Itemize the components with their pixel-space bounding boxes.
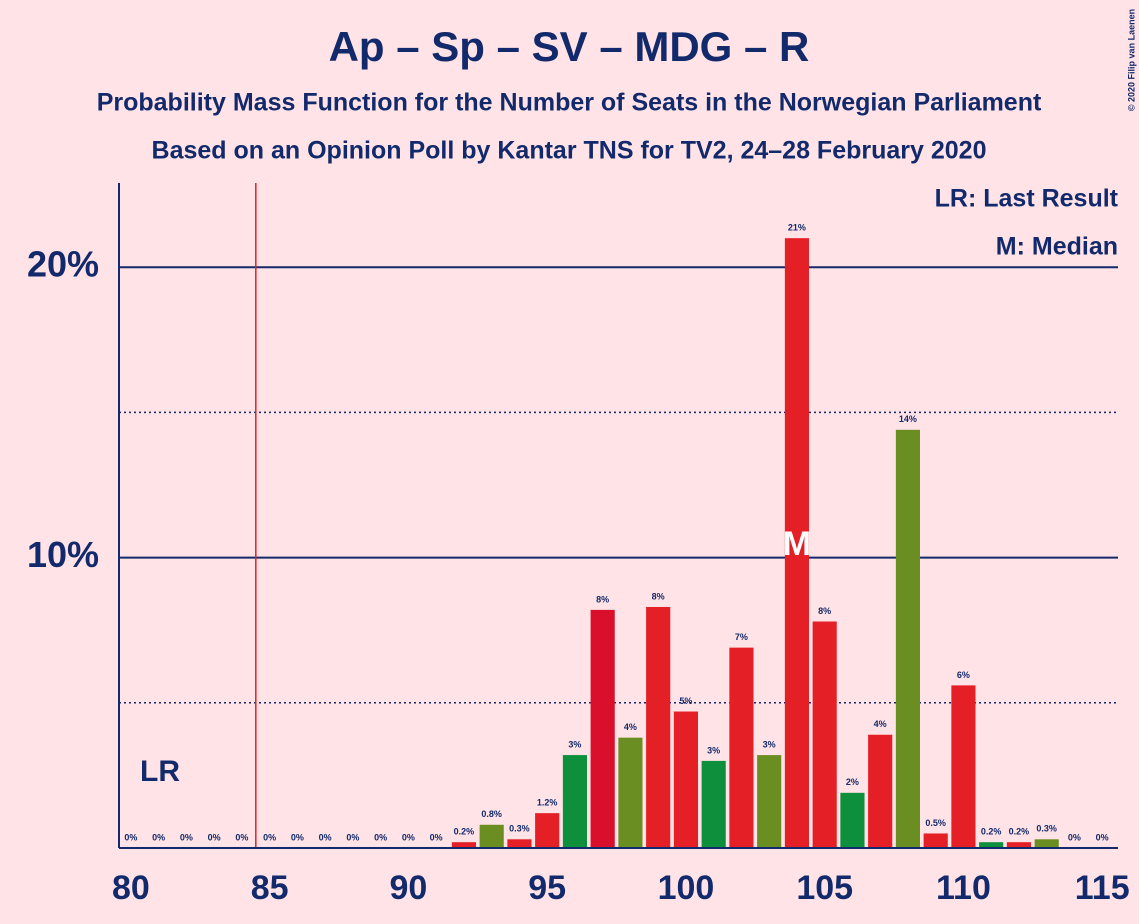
value-label: 4% xyxy=(874,719,887,729)
bar xyxy=(729,647,754,848)
value-label: 3% xyxy=(568,739,581,749)
bar xyxy=(979,842,1004,848)
x-tick-label: 110 xyxy=(936,869,991,907)
last-result-label: LR xyxy=(140,755,180,788)
value-label: 0.2% xyxy=(454,827,475,837)
bar xyxy=(646,606,671,848)
y-tick-label: 20% xyxy=(27,244,99,285)
x-tick-label: 105 xyxy=(796,869,853,907)
value-label: 1.2% xyxy=(537,798,558,808)
bar xyxy=(673,711,699,848)
x-tick-label: 115 xyxy=(1075,869,1130,907)
bar xyxy=(868,734,893,848)
value-label: 0% xyxy=(346,832,359,842)
value-label: 0% xyxy=(208,832,221,842)
value-label: 0.8% xyxy=(481,809,502,819)
value-label: 6% xyxy=(957,670,970,680)
bar xyxy=(895,429,921,848)
value-label: 0.2% xyxy=(981,827,1002,837)
chart-subtitle: Based on an Opinion Poll by Kantar TNS f… xyxy=(152,137,987,165)
value-label: 21% xyxy=(788,223,806,233)
bar xyxy=(507,839,532,848)
value-label: 0% xyxy=(124,832,137,842)
value-label: 0.3% xyxy=(1036,824,1057,834)
bar xyxy=(840,792,865,848)
bar xyxy=(451,842,477,848)
chart-title: Ap – Sp – SV – MDG – R xyxy=(329,23,810,70)
x-tick-label: 95 xyxy=(528,869,566,907)
chart-subtitle: Probability Mass Function for the Number… xyxy=(97,89,1042,117)
legend-entry: M: Median xyxy=(996,233,1118,261)
bar xyxy=(757,755,782,848)
x-tick-label: 90 xyxy=(390,869,428,907)
value-label: 0% xyxy=(1096,832,1109,842)
value-label: 0% xyxy=(180,832,193,842)
value-label: 0% xyxy=(430,832,443,842)
bar xyxy=(535,813,560,848)
median-label: M xyxy=(783,525,811,563)
value-label: 7% xyxy=(735,632,748,642)
x-tick-label: 85 xyxy=(251,869,289,907)
value-label: 0% xyxy=(152,832,165,842)
bar xyxy=(812,621,837,848)
value-label: 2% xyxy=(846,777,859,787)
value-label: 14% xyxy=(899,414,917,424)
y-tick-label: 10% xyxy=(27,534,99,575)
value-label: 0% xyxy=(319,832,332,842)
bar xyxy=(701,760,726,848)
value-label: 5% xyxy=(679,696,692,706)
bar xyxy=(951,685,976,848)
value-label: 4% xyxy=(624,722,637,732)
value-label: 0% xyxy=(1068,832,1081,842)
x-tick-label: 100 xyxy=(658,869,715,907)
bar xyxy=(1034,839,1059,848)
value-label: 8% xyxy=(652,591,665,601)
value-label: 0% xyxy=(235,832,248,842)
value-label: 0.3% xyxy=(509,824,530,834)
value-label: 8% xyxy=(596,594,609,604)
value-label: 0.2% xyxy=(1009,827,1030,837)
bar xyxy=(562,755,588,848)
value-label: 0% xyxy=(402,832,415,842)
bar xyxy=(618,737,643,848)
value-label: 8% xyxy=(818,606,831,616)
bar xyxy=(923,833,948,848)
value-label: 3% xyxy=(707,745,720,755)
bar xyxy=(784,238,810,848)
bar xyxy=(1006,842,1032,848)
legend-entry: LR: Last Result xyxy=(935,185,1119,213)
value-label: 0% xyxy=(291,832,304,842)
bar xyxy=(590,609,615,848)
value-label: 0% xyxy=(263,832,276,842)
copyright: © 2020 Filip van Laenen xyxy=(1126,9,1136,111)
value-label: 0.5% xyxy=(925,818,946,828)
x-tick-label: 80 xyxy=(112,869,150,907)
value-label: 0% xyxy=(374,832,387,842)
bar xyxy=(479,824,504,848)
value-label: 3% xyxy=(763,739,776,749)
